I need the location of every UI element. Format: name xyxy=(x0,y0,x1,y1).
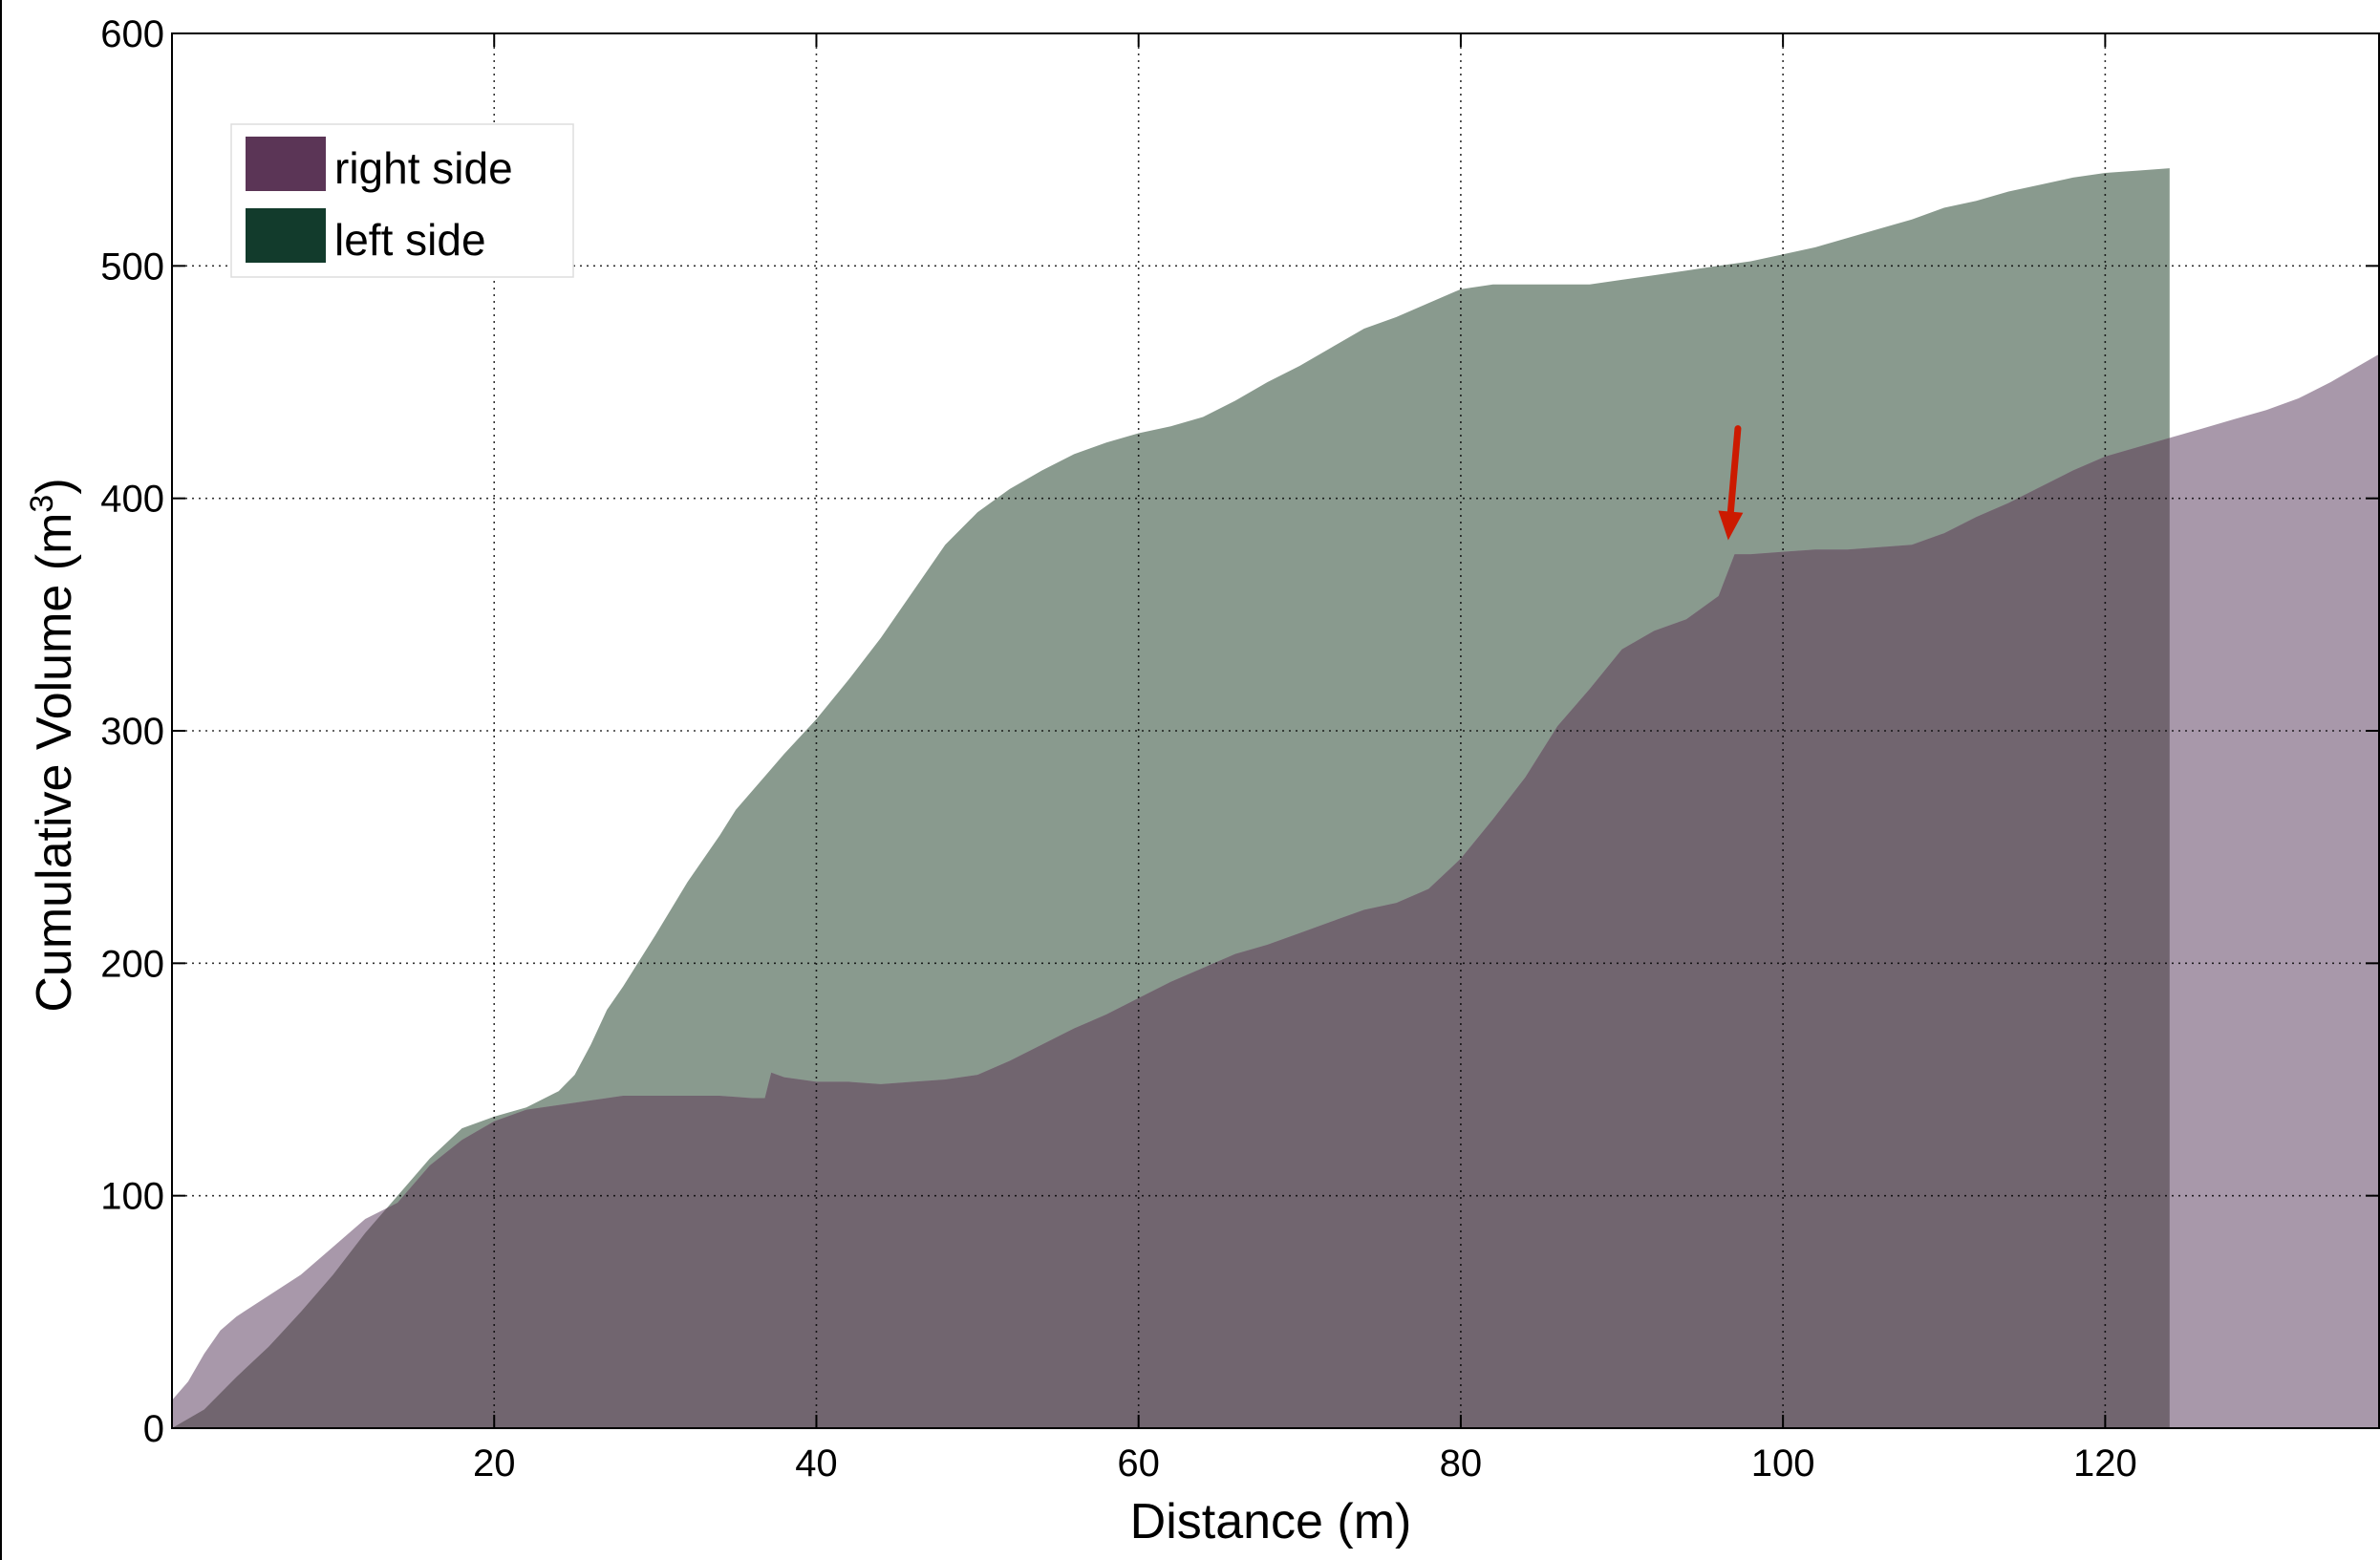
y-tick-label-500: 500 xyxy=(100,246,164,288)
y-axis-title-close: ) xyxy=(27,478,82,494)
annotation xyxy=(1718,425,1744,541)
legend-label-left-side: left side xyxy=(334,215,486,265)
y-tick-label-400: 400 xyxy=(100,479,164,521)
legend-swatch-left-side xyxy=(246,208,326,263)
y-tick-label-0: 0 xyxy=(143,1408,164,1450)
legend-label-right-side: right side xyxy=(334,143,513,193)
y-tick-label-100: 100 xyxy=(100,1176,164,1218)
y-tick-label-600: 600 xyxy=(100,13,164,55)
annotation-arrow-head xyxy=(1718,510,1744,541)
x-tick-label-60: 60 xyxy=(1117,1442,1160,1485)
x-tick-label-20: 20 xyxy=(473,1442,516,1485)
y-tick-label-300: 300 xyxy=(100,711,164,753)
y-axis-title: Cumulative Volume (m3) xyxy=(24,478,82,1012)
x-tick-label-100: 100 xyxy=(1751,1442,1815,1485)
annotation-arrow-shaft xyxy=(1726,425,1742,516)
y-tick-label-200: 200 xyxy=(100,943,164,985)
x-tick-label-120: 120 xyxy=(2073,1442,2137,1485)
legend-swatch-right-side xyxy=(246,137,326,191)
legend: right side left side xyxy=(230,123,574,278)
y-axis-title-main: Cumulative Volume (m xyxy=(27,513,82,1013)
x-tick-label-40: 40 xyxy=(795,1442,838,1485)
x-axis-title: Distance (m) xyxy=(1130,1494,1412,1549)
y-axis-title-superscript: 3 xyxy=(24,495,60,513)
x-tick-label-80: 80 xyxy=(1440,1442,1483,1485)
axis-ticks: 20 40 60 80 100 120 0 100 200 300 400 500 600 xyxy=(100,13,2379,1485)
overlap-area xyxy=(172,353,2170,1428)
